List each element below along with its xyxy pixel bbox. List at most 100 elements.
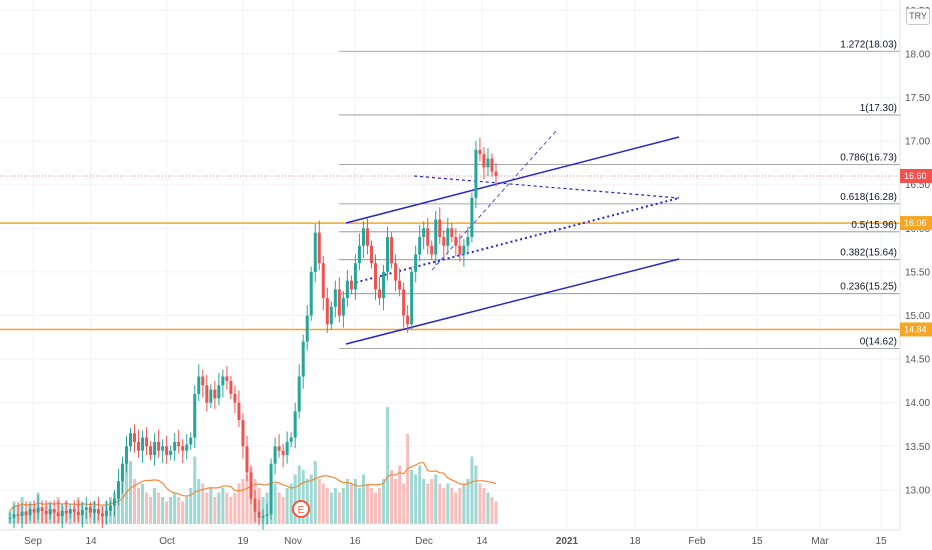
volume-bar — [325, 488, 329, 524]
volume-bar — [494, 501, 498, 524]
candle-body — [64, 510, 68, 514]
horizontal-levels — [0, 175, 900, 331]
time-axis[interactable]: Sep 14 Oct 19 Nov 16 Dec 14 2021 18 Feb 15 Mar 15 — [24, 536, 887, 547]
candle — [466, 226, 470, 255]
candle — [112, 489, 116, 517]
price-tick-label: 15.00 — [905, 311, 930, 322]
candle — [446, 217, 450, 255]
candle-body — [128, 433, 132, 447]
candle — [281, 443, 285, 468]
currency-button[interactable]: TRY — [906, 8, 930, 25]
candle-body — [52, 509, 56, 513]
candle — [52, 500, 56, 524]
candle-body — [273, 446, 277, 464]
volume-bar — [189, 488, 193, 524]
candle — [369, 240, 373, 269]
candle-body — [418, 237, 422, 255]
candle-body — [181, 446, 185, 451]
candle — [309, 266, 313, 321]
candle-body — [466, 237, 470, 246]
candle — [189, 432, 193, 450]
candle — [36, 495, 40, 520]
candle-body — [145, 437, 149, 447]
candle — [48, 503, 52, 520]
volume-bar — [185, 497, 189, 524]
candle — [124, 435, 128, 473]
candle — [357, 233, 361, 271]
time-tick-label: 15 — [751, 536, 763, 547]
volume-bar — [434, 474, 438, 524]
candle-body — [357, 245, 361, 264]
volume-bar — [177, 497, 181, 524]
candle-body — [353, 263, 357, 290]
earnings-event-icon[interactable]: E — [292, 500, 310, 518]
candle-body — [28, 509, 32, 516]
candle-body — [44, 510, 48, 515]
candle — [68, 503, 72, 519]
candle — [60, 503, 64, 529]
channel-lower-line[interactable] — [345, 258, 680, 345]
time-tick-label: 15 — [875, 536, 887, 547]
candle — [92, 500, 96, 524]
candle-body — [333, 289, 337, 307]
trend-drawings[interactable] — [345, 130, 680, 345]
candle-body — [12, 514, 16, 518]
channel-mid-line[interactable] — [345, 197, 680, 286]
candle — [462, 238, 466, 267]
volume-bar — [301, 470, 305, 524]
volume-bar — [374, 492, 378, 524]
candle-body — [133, 433, 137, 442]
level-badge-label: 16.06 — [904, 218, 927, 228]
volume-bar — [133, 479, 137, 524]
time-tick-label: Feb — [688, 536, 706, 547]
candle-body — [386, 237, 390, 272]
candle — [341, 291, 345, 328]
candle-body — [474, 149, 478, 198]
volume-bar — [482, 488, 486, 524]
candle-body — [305, 315, 309, 342]
candle — [289, 432, 293, 448]
volume-bar — [369, 488, 373, 524]
volume-bar — [446, 483, 450, 524]
candle-body — [422, 228, 426, 238]
candle — [434, 210, 438, 265]
volume-bar — [309, 474, 313, 524]
volume-bar — [386, 407, 390, 524]
candle — [133, 424, 137, 453]
fibonacci-retracement[interactable]: 1.272(18.03) 1(17.30) 0.786(16.73) 0.618(16… — [339, 39, 900, 350]
volume-bar — [450, 488, 454, 524]
volume-bar — [378, 488, 382, 524]
candle — [96, 496, 100, 521]
time-tick-label: 2021 — [556, 536, 579, 547]
candle — [12, 505, 16, 529]
wedge-upper-line[interactable] — [413, 175, 680, 199]
volume-bar — [217, 492, 221, 524]
volume-bar — [141, 483, 145, 524]
volume-bar — [490, 497, 494, 524]
volume-bar — [410, 470, 414, 524]
price-badges: 16.06 14.84 16.60 — [900, 168, 932, 337]
candle-body — [486, 158, 490, 168]
fan-line[interactable] — [431, 130, 557, 271]
candle — [474, 141, 478, 209]
volume-bar — [426, 483, 430, 524]
volume-bar — [313, 461, 317, 524]
volume-bar — [245, 474, 249, 524]
volume-bar — [193, 456, 197, 524]
candle — [478, 137, 482, 162]
candle-body — [245, 446, 249, 473]
candle-body — [410, 271, 414, 325]
price-tick-label: 18.00 — [905, 49, 930, 60]
candle-body — [60, 510, 64, 517]
volume-bar — [197, 479, 201, 524]
volume-bar — [297, 465, 301, 524]
volume-bar — [402, 483, 406, 524]
candle — [265, 503, 269, 525]
candle — [108, 500, 112, 517]
candle — [165, 435, 169, 464]
candle-body — [48, 509, 52, 515]
fib-level-label: 0.5(15.96) — [851, 220, 897, 231]
price-axis[interactable]: 13.0013.5014.0014.5015.0015.5016.0016.50… — [905, 6, 930, 497]
candle — [329, 301, 333, 330]
